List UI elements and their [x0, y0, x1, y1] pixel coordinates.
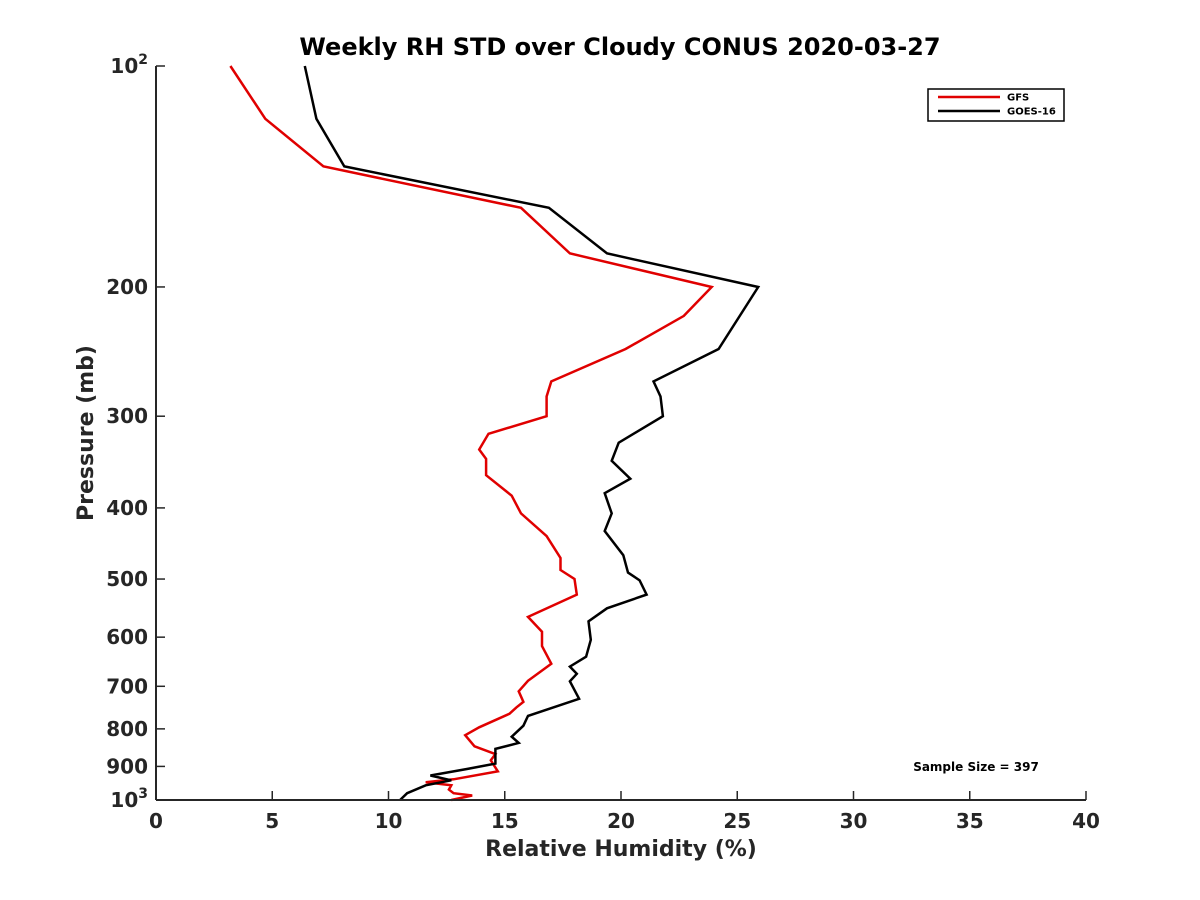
legend: GFS GOES-16 [927, 88, 1065, 122]
legend-label-goes-16: GOES-16 [1007, 107, 1056, 118]
x-tick-label: 10 [375, 809, 403, 833]
x-tick-label: 5 [265, 809, 279, 833]
y-tick-label: 200 [106, 275, 148, 299]
y-axis-ticks: 102 200 300 400 500 600 700 800 900 103 [106, 52, 165, 812]
legend-box [927, 88, 1065, 122]
series-lines [229, 65, 761, 802]
x-axis-label: Relative Humidity (%) [485, 837, 757, 862]
series-line-goes-16 [303, 65, 761, 801]
y-tick-label: 300 [106, 404, 148, 428]
x-tick-label: 40 [1072, 809, 1100, 833]
y-tick-label: 500 [106, 567, 148, 591]
y-tick-label: 400 [106, 496, 148, 520]
x-tick-label: 15 [491, 809, 519, 833]
y-tick-label: 103 [110, 786, 148, 812]
y-tick-label: 600 [106, 625, 148, 649]
x-tick-label: 25 [723, 809, 751, 833]
y-tick-label: 900 [106, 754, 148, 778]
y-axis-label: Pressure (mb) [74, 345, 99, 521]
x-tick-label: 20 [607, 809, 635, 833]
y-tick-label: 700 [106, 674, 148, 698]
series-line-gfs [229, 65, 715, 802]
y-tick-label: 800 [106, 717, 148, 741]
x-axis-ticks: 0 5 10 15 20 25 30 35 40 [149, 791, 1100, 833]
chart-title: Weekly RH STD over Cloudy CONUS 2020-03-… [299, 33, 940, 61]
x-tick-label: 30 [840, 809, 868, 833]
sample-size-annotation: Sample Size = 397 [913, 760, 1039, 774]
legend-label-gfs: GFS [1007, 93, 1029, 104]
x-tick-label: 35 [956, 809, 984, 833]
x-tick-label: 0 [149, 809, 163, 833]
y-tick-label: 102 [110, 52, 148, 78]
